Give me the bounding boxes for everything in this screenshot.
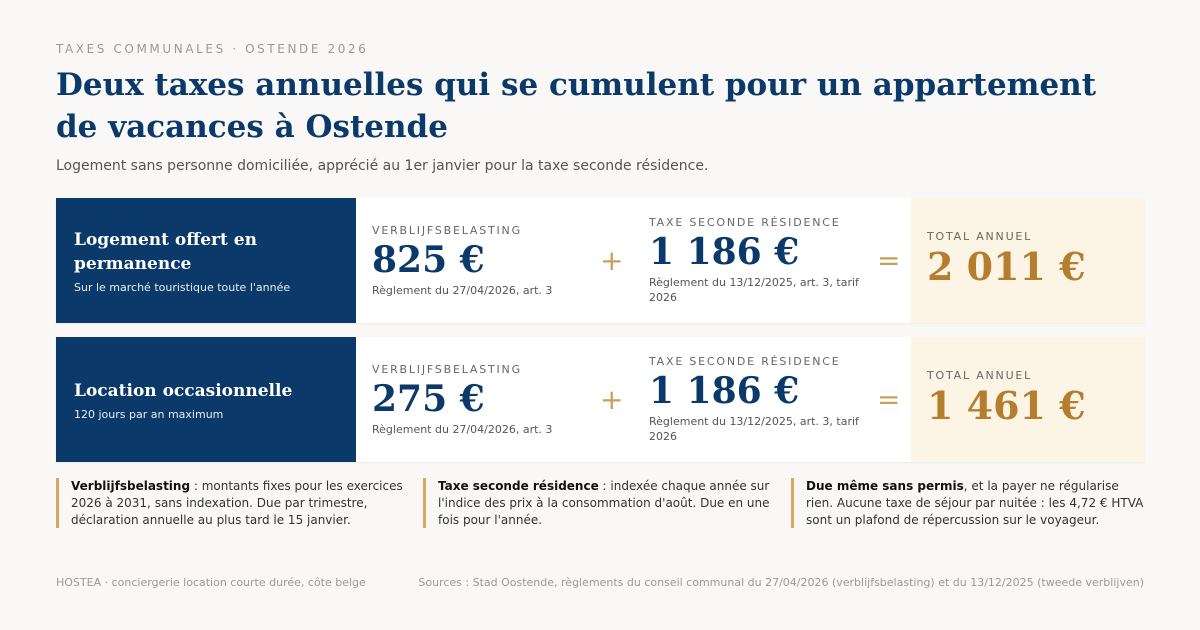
tax-reference: Règlement du 13/12/2025, art. 3, tarif 2… (649, 276, 859, 304)
equals-sign: = (877, 383, 901, 416)
page-subtitle: Logement sans personne domiciliée, appré… (56, 158, 709, 174)
note-second-residence: Taxe seconde résidence : indexée chaque … (423, 478, 778, 528)
row-description: Sur le marché touristique toute l'année (74, 280, 291, 294)
note-no-permit: Due même sans permis, et la payer ne rég… (791, 478, 1144, 528)
second-residence-cell: TAXE SECONDE RÉSIDENCE 1 186 € Règlement… (649, 198, 864, 323)
total-cell: TOTAL ANNUEL 2 011 € (911, 198, 1144, 323)
tax-row-permanent: Logement offert en permanence Sur le mar… (56, 198, 1144, 323)
eyebrow: TAXES COMMUNALES · OSTENDE 2026 (56, 42, 369, 56)
total-amount: 2 011 € (927, 244, 1086, 289)
note-text: , et la payer ne régularise rien. Aucune… (806, 479, 1144, 527)
total-label: TOTAL ANNUEL (927, 369, 1033, 382)
verblijfsbelasting-cell: VERBLIJFSBELASTING 825 € Règlement du 27… (372, 198, 592, 323)
footer-brand: HOSTEA · conciergerie location courte du… (56, 576, 366, 589)
notes: Verblijfsbelasting : montants fixes pour… (56, 478, 1144, 530)
verblijfsbelasting-cell: VERBLIJFSBELASTING 275 € Règlement du 27… (372, 337, 592, 462)
total-amount: 1 461 € (927, 383, 1086, 428)
note-heading: Verblijfsbelasting (71, 479, 191, 493)
note-text: : indexée chaque année sur l'indice des … (438, 479, 770, 527)
row-name: Logement offert en permanence (74, 229, 257, 274)
note-heading: Taxe seconde résidence (438, 479, 599, 493)
plus-sign: + (600, 383, 624, 416)
note-verblijfsbelasting: Verblijfsbelasting : montants fixes pour… (56, 478, 411, 528)
tax-label: TAXE SECONDE RÉSIDENCE (649, 355, 841, 368)
row-label: Logement offert en permanence Sur le mar… (56, 198, 356, 323)
tax-amount: 1 186 € (649, 231, 800, 273)
tax-amount: 825 € (372, 238, 485, 281)
tax-label: VERBLIJFSBELASTING (372, 362, 522, 376)
second-residence-cell: TAXE SECONDE RÉSIDENCE 1 186 € Règlement… (649, 337, 864, 462)
tax-label: TAXE SECONDE RÉSIDENCE (649, 216, 841, 229)
tax-amount: 1 186 € (649, 370, 800, 412)
tax-reference: Règlement du 27/04/2026, art. 3 (372, 283, 553, 297)
row-label: Location occasionnelle 120 jours par an … (56, 337, 356, 462)
plus-sign: + (600, 244, 624, 277)
equals-sign: = (877, 244, 901, 277)
page-title: Deux taxes annuelles qui se cumulent pou… (56, 67, 1097, 145)
note-heading: Due même sans permis (806, 479, 964, 493)
row-name: Location occasionnelle (74, 380, 293, 401)
total-cell: TOTAL ANNUEL 1 461 € (911, 337, 1144, 462)
footer-sources: Sources : Stad Oostende, règlements du c… (418, 576, 1144, 589)
total-label: TOTAL ANNUEL (927, 230, 1033, 243)
tax-amount: 275 € (372, 377, 485, 420)
tax-reference: Règlement du 13/12/2025, art. 3, tarif 2… (649, 415, 859, 443)
tax-row-occasional: Location occasionnelle 120 jours par an … (56, 337, 1144, 462)
note-text: : montants fixes pour les exercices 2026… (71, 479, 403, 527)
tax-label: VERBLIJFSBELASTING (372, 223, 522, 237)
row-description: 120 jours par an maximum (74, 407, 224, 421)
tax-reference: Règlement du 27/04/2026, art. 3 (372, 422, 553, 436)
